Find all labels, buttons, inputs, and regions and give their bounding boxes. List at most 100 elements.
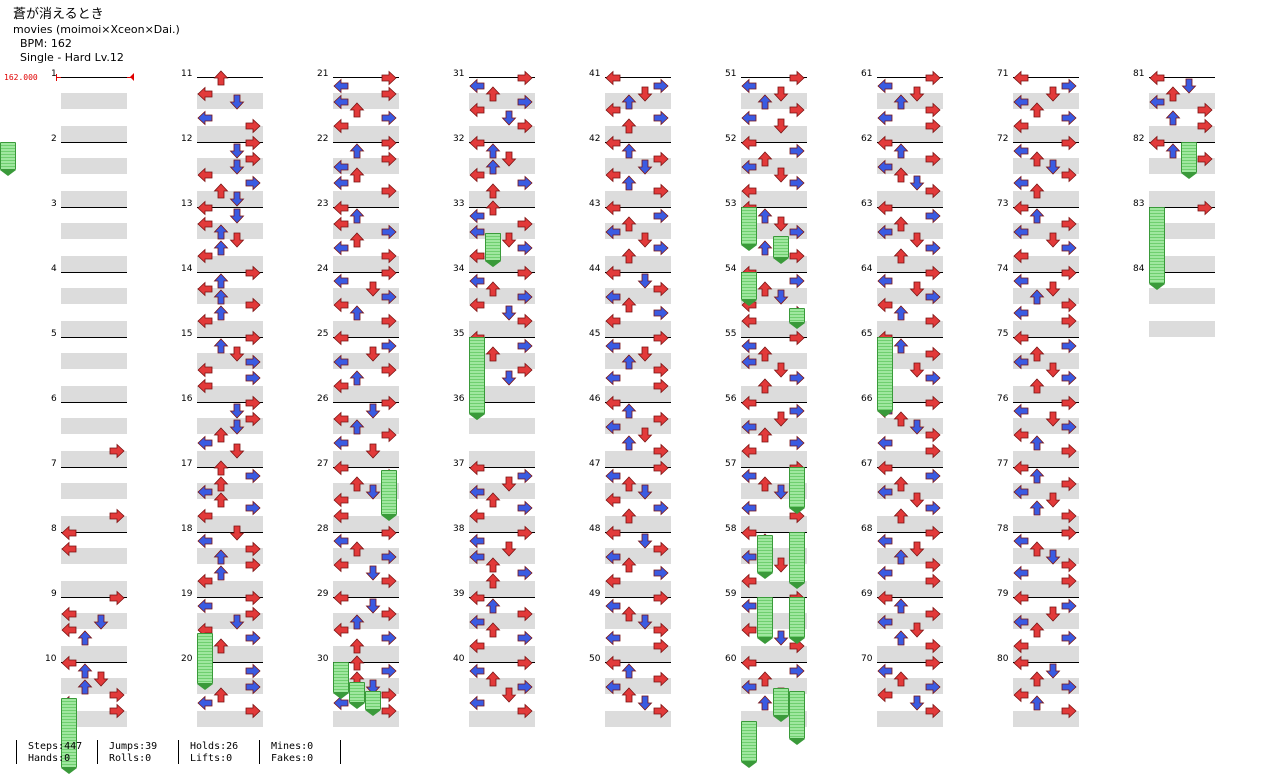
arrow-right-icon xyxy=(245,297,261,313)
beat-band xyxy=(877,516,943,532)
measure-number: 56 xyxy=(725,394,737,404)
measure-bar-line xyxy=(741,337,807,338)
measure-66: 66 xyxy=(861,395,943,467)
arrow-right-icon xyxy=(789,224,805,240)
hold-note-tail xyxy=(349,703,365,709)
arrow-up-icon xyxy=(773,216,789,232)
arrow-right-icon xyxy=(1197,102,1213,118)
arrow-left-icon xyxy=(197,200,213,216)
beat-band xyxy=(61,191,127,207)
arrow-right-icon xyxy=(517,565,533,581)
arrow-left-icon xyxy=(333,273,349,289)
arrow-right-icon xyxy=(653,460,669,476)
arrow-left-icon xyxy=(197,248,213,264)
arrow-right-icon xyxy=(1061,679,1077,695)
arrow-left-icon xyxy=(1013,638,1029,654)
arrow-up-icon xyxy=(909,695,925,711)
measure-83: 83 xyxy=(1133,200,1215,272)
arrow-left-icon xyxy=(1013,143,1029,159)
arrow-left-icon xyxy=(1013,655,1029,671)
arrow-right-icon xyxy=(1061,297,1077,313)
arrow-down-icon xyxy=(757,208,773,224)
arrow-down-icon xyxy=(485,557,501,573)
hold-note-tail xyxy=(333,693,349,700)
arrow-up-icon xyxy=(773,167,789,183)
arrow-right-icon xyxy=(653,110,669,126)
arrow-right-icon xyxy=(381,525,397,541)
arrow-down-icon xyxy=(349,167,365,183)
arrow-right-icon xyxy=(1061,135,1077,151)
arrow-up-icon xyxy=(909,419,925,435)
arrow-up-icon xyxy=(229,159,245,175)
arrow-right-icon xyxy=(653,671,669,687)
arrow-up-icon xyxy=(637,427,653,443)
measure-bar-line xyxy=(605,337,671,338)
measure-bar-line xyxy=(469,207,535,208)
arrow-right-icon xyxy=(925,573,941,589)
arrow-left-icon xyxy=(741,419,757,435)
arrow-right-icon xyxy=(653,362,669,378)
arrow-right-icon xyxy=(381,248,397,264)
arrow-down-icon xyxy=(77,679,93,695)
measure-number: 67 xyxy=(861,459,873,469)
bpm-change-label: 162.000 xyxy=(4,73,38,82)
arrow-left-icon xyxy=(469,549,485,565)
arrow-down-icon xyxy=(349,655,365,671)
measure-bar-line xyxy=(605,597,671,598)
arrow-left-icon xyxy=(605,492,621,508)
arrow-right-icon xyxy=(1061,110,1077,126)
song-title: 蒼が消えるとき xyxy=(13,7,104,22)
hold-note-body xyxy=(789,467,805,508)
measure-number: 63 xyxy=(861,199,873,209)
arrow-right-icon xyxy=(925,208,941,224)
arrow-right-icon xyxy=(381,427,397,443)
arrow-down-icon xyxy=(621,175,637,191)
beat-band xyxy=(61,321,127,337)
arrow-left-icon xyxy=(605,135,621,151)
arrow-down-icon xyxy=(621,435,637,451)
arrow-right-icon xyxy=(245,663,261,679)
arrow-up-icon xyxy=(1045,86,1061,102)
beat-band xyxy=(741,288,807,304)
arrow-right-icon xyxy=(1061,703,1077,719)
measure-3: 3 xyxy=(51,200,127,272)
stat-holds: Holds:26 xyxy=(190,741,239,752)
arrow-right-icon xyxy=(653,703,669,719)
arrow-left-icon xyxy=(469,224,485,240)
arrow-down-icon xyxy=(485,281,501,297)
beat-band xyxy=(877,321,943,337)
hold-note-tail xyxy=(381,514,397,521)
measure-63: 63 xyxy=(861,200,943,272)
measure-number: 4 xyxy=(51,264,57,274)
measure-9: 9 xyxy=(51,590,127,662)
arrow-down-icon xyxy=(893,598,909,614)
arrow-down-icon xyxy=(621,143,637,159)
hold-note-tail xyxy=(757,573,773,579)
measure-bar-line xyxy=(877,597,943,598)
arrow-down-icon xyxy=(1029,622,1045,638)
hold-note-tail xyxy=(741,300,757,306)
arrow-right-icon xyxy=(789,330,805,346)
arrow-left-icon xyxy=(1013,94,1029,110)
arrow-down-icon xyxy=(893,143,909,159)
arrow-down-icon xyxy=(213,427,229,443)
beat-band xyxy=(741,158,807,174)
measure-number: 27 xyxy=(317,459,329,469)
arrow-down-icon xyxy=(1029,183,1045,199)
beat-band xyxy=(877,126,943,142)
arrow-left-icon xyxy=(333,533,349,549)
measure-35: 35 xyxy=(453,330,535,402)
measure-number: 65 xyxy=(861,329,873,339)
measure-46: 46 xyxy=(589,395,671,467)
arrow-up-icon xyxy=(773,86,789,102)
measure-number: 31 xyxy=(453,69,465,79)
arrow-right-icon xyxy=(245,630,261,646)
arrow-right-icon xyxy=(1197,200,1213,216)
arrow-down-icon xyxy=(621,354,637,370)
arrow-up-icon xyxy=(909,492,925,508)
beat-band xyxy=(741,256,807,272)
arrow-left-icon xyxy=(333,460,349,476)
beat-band xyxy=(61,386,127,402)
chart-difficulty: Single - Hard Lv.12 xyxy=(20,51,124,64)
measure-number: 60 xyxy=(725,654,737,664)
